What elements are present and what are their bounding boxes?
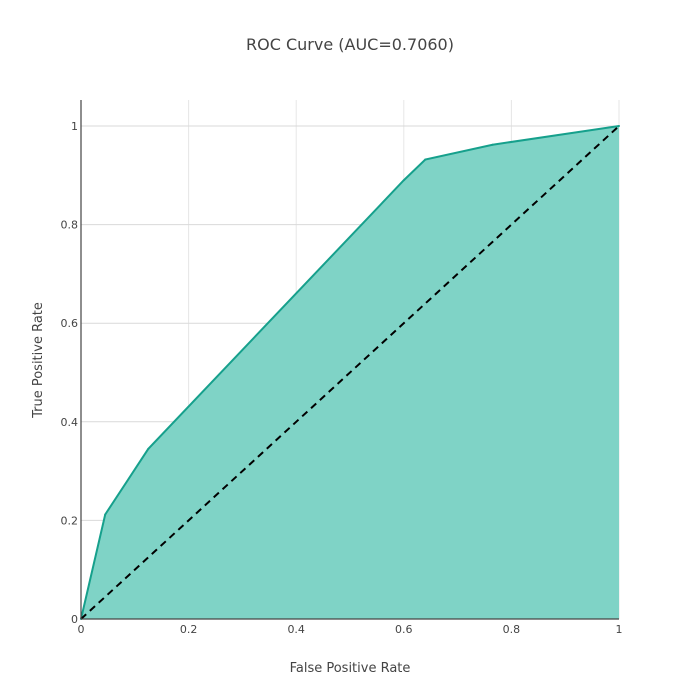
x-tick-label: 0.8 — [503, 623, 521, 636]
roc-point — [104, 513, 107, 516]
area-layer — [80, 125, 620, 620]
x-axis-title: False Positive Rate — [290, 661, 411, 676]
x-tick-label: 0.2 — [180, 623, 198, 636]
y-tick-label: 0.8 — [61, 219, 79, 232]
diagonal-reference-line — [80, 125, 620, 620]
x-tick-label: 0.4 — [287, 623, 305, 636]
y-tick-label: 1 — [71, 120, 78, 133]
roc-point — [424, 158, 427, 161]
x-tick-label: 0.6 — [395, 623, 413, 636]
roc-point — [402, 179, 405, 182]
chart-title: ROC Curve (AUC=0.7060) — [246, 35, 454, 54]
axes — [80, 100, 619, 620]
roc-point — [618, 125, 620, 127]
y-axis-title: True Positive Rate — [31, 302, 46, 419]
roc-point — [491, 143, 494, 146]
roc-point — [147, 447, 150, 450]
x-tick-label: 0 — [78, 623, 85, 636]
y-tick-label: 0.4 — [61, 416, 79, 429]
y-tick-label: 0.6 — [61, 317, 79, 330]
y-tick-label: 0.2 — [61, 514, 79, 527]
y-tick-label: 0 — [71, 613, 78, 626]
tick-labels: 0 0.2 0.4 0.6 0.8 1 0 0.2 0.4 0.6 0.8 1 — [61, 120, 623, 636]
x-tick-label: 1 — [616, 623, 623, 636]
